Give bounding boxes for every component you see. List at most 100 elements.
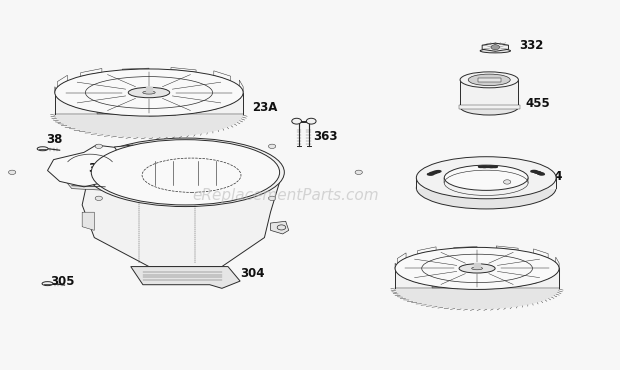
Ellipse shape [429,173,434,174]
Polygon shape [406,275,420,284]
Polygon shape [196,105,217,113]
Ellipse shape [445,165,528,191]
Ellipse shape [485,166,490,168]
Ellipse shape [55,69,243,116]
Polygon shape [556,257,559,268]
Polygon shape [146,87,152,91]
Ellipse shape [427,174,433,175]
Text: 23A: 23A [252,101,278,114]
Ellipse shape [479,166,484,168]
Circle shape [491,45,500,50]
Ellipse shape [128,87,170,98]
Polygon shape [97,105,127,114]
Text: 37: 37 [88,162,105,175]
Ellipse shape [55,91,243,138]
Circle shape [306,118,316,124]
Text: 304: 304 [240,268,265,280]
Ellipse shape [534,172,541,174]
Text: 324: 324 [538,169,562,182]
Ellipse shape [537,172,542,174]
Ellipse shape [489,166,495,168]
Polygon shape [48,145,139,187]
Polygon shape [82,212,94,230]
Polygon shape [66,181,114,191]
Polygon shape [239,80,243,92]
Ellipse shape [87,138,285,206]
Circle shape [503,180,511,184]
Polygon shape [55,87,59,99]
Text: 305: 305 [50,275,74,288]
Ellipse shape [538,173,544,175]
Ellipse shape [143,91,155,94]
Polygon shape [214,71,231,81]
Polygon shape [81,68,102,76]
Polygon shape [418,247,436,254]
Ellipse shape [460,72,518,88]
Polygon shape [140,107,161,114]
Polygon shape [454,246,477,248]
Polygon shape [459,105,520,110]
Ellipse shape [416,157,556,199]
Ellipse shape [395,267,559,309]
Ellipse shape [472,267,482,270]
Polygon shape [55,92,243,114]
Polygon shape [122,68,149,70]
Circle shape [9,170,16,175]
Polygon shape [395,268,559,288]
Ellipse shape [432,172,437,173]
Ellipse shape [539,174,544,175]
Polygon shape [131,266,240,288]
Ellipse shape [459,264,495,273]
Circle shape [95,144,102,148]
Text: 23: 23 [532,260,548,273]
Ellipse shape [91,139,280,205]
Polygon shape [68,100,84,110]
Ellipse shape [533,171,538,172]
Polygon shape [548,268,557,279]
Text: 38: 38 [46,133,62,146]
Ellipse shape [37,147,48,151]
Ellipse shape [395,248,559,289]
Polygon shape [474,263,480,267]
Circle shape [95,196,102,201]
Text: 332: 332 [520,39,544,52]
Ellipse shape [480,49,510,53]
Ellipse shape [468,74,510,85]
Polygon shape [534,249,548,258]
Circle shape [355,170,362,175]
Polygon shape [149,114,175,116]
Ellipse shape [430,172,436,174]
Polygon shape [477,288,500,289]
Ellipse shape [481,166,487,168]
Polygon shape [496,246,518,250]
Polygon shape [82,174,282,266]
Text: 363: 363 [313,130,337,143]
Polygon shape [477,78,501,82]
Polygon shape [58,75,68,87]
Polygon shape [231,92,241,104]
Ellipse shape [416,167,556,209]
Ellipse shape [460,99,518,115]
Ellipse shape [531,171,537,172]
Polygon shape [432,280,458,288]
Polygon shape [518,280,536,287]
Circle shape [268,144,276,148]
Text: 455: 455 [526,97,551,110]
Ellipse shape [42,282,53,286]
Ellipse shape [492,166,497,168]
Polygon shape [395,263,399,275]
Text: eReplacementParts.com: eReplacementParts.com [192,188,379,204]
Polygon shape [416,178,556,188]
Polygon shape [397,253,406,263]
Ellipse shape [436,171,441,172]
Circle shape [292,118,301,124]
Polygon shape [436,285,458,289]
Polygon shape [114,145,144,159]
Polygon shape [482,43,508,51]
Polygon shape [102,111,127,115]
Polygon shape [469,282,487,288]
Polygon shape [460,80,518,107]
Circle shape [268,196,276,201]
Ellipse shape [433,171,440,173]
Polygon shape [171,67,196,72]
